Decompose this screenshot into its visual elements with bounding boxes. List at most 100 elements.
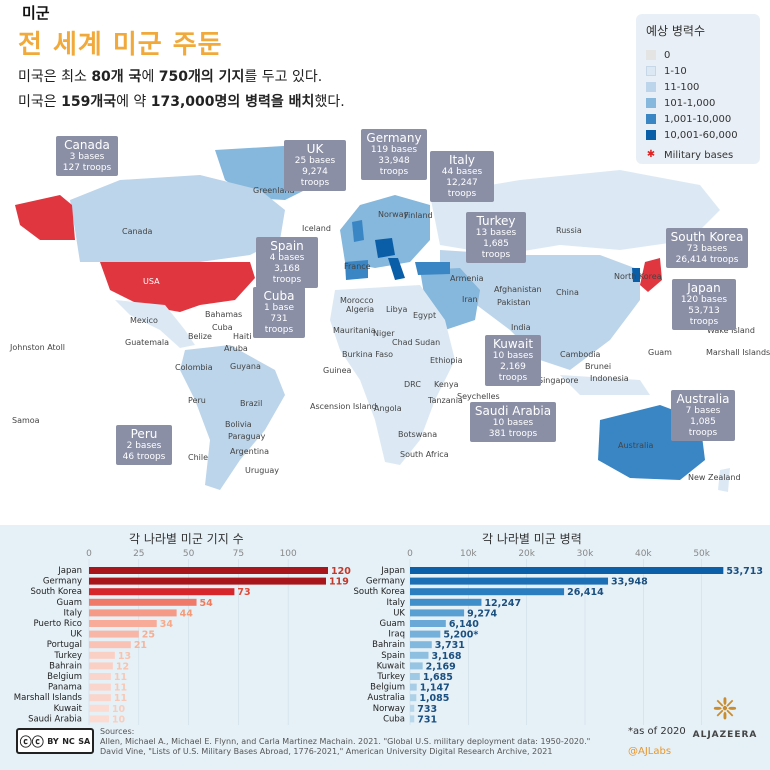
italy-shape [388, 258, 405, 280]
label-marshall-islands: Marshall Islands [706, 348, 770, 357]
callout-australia: Australia 7 bases 1,085 troops [671, 390, 735, 441]
label-armenia: Armenia [450, 274, 484, 283]
label-tanzania: Tanzania [428, 396, 463, 405]
callout-italy: Italy 44 bases 12,247 troops [430, 151, 494, 202]
legend-swatch [646, 50, 656, 60]
japan-shape [640, 258, 662, 292]
value-label: 26,414 [567, 587, 604, 598]
label-cambodia: Cambodia [560, 350, 601, 359]
tick-label: 50 [183, 549, 195, 559]
label-morocco: Morocco [340, 296, 374, 305]
label-guyana: Guyana [230, 362, 261, 371]
legend-swatch [646, 98, 656, 108]
value-label: 733 [417, 704, 437, 715]
label-guatemala: Guatemala [125, 338, 170, 347]
label-singapore: Singapore [538, 376, 579, 385]
legend-swatch [646, 82, 656, 92]
value-label: 11 [114, 672, 127, 683]
spain-shape [345, 260, 368, 280]
label-ascension-island: Ascension Island [310, 402, 377, 411]
label-norway: Norway [378, 210, 409, 219]
tick-label: 40k [635, 549, 652, 559]
label-usa: USA [143, 277, 160, 286]
bar [410, 630, 441, 638]
legend-title: 예상 병력수 [646, 24, 706, 38]
label-north-korea: North Korea [614, 272, 662, 281]
category-label: Guam [380, 619, 405, 629]
label-mexico: Mexico [130, 316, 158, 325]
category-label: Spain [381, 651, 405, 661]
chart-title-troops: 각 나라별 미군 병력 [482, 532, 582, 546]
bar [410, 641, 432, 649]
label-argentina: Argentina [230, 447, 270, 456]
cc-icon: ⓒⓒ [19, 734, 44, 749]
bar [410, 577, 609, 585]
tick-label: 30k [577, 549, 594, 559]
bar [89, 609, 177, 617]
as-of-note: *as of 2020 [628, 726, 686, 737]
label-australia: Australia [618, 441, 654, 450]
africa-shape [330, 285, 455, 465]
label-kenya: Kenya [434, 380, 459, 389]
tick-label: 0 [86, 549, 92, 559]
bar [410, 598, 482, 606]
value-label: 10 [112, 704, 126, 715]
bar [89, 620, 157, 627]
value-label: 10 [112, 714, 126, 725]
mexico-shape [115, 300, 195, 348]
tick-label: 50k [693, 549, 710, 559]
category-label: Belgium [47, 672, 82, 682]
callout-germany: Germany 119 bases 33,948 troops [361, 129, 427, 180]
tick-label: 75 [233, 549, 244, 559]
value-label: 5,200* [443, 630, 478, 641]
bar [89, 598, 197, 606]
value-label: 54 [200, 598, 214, 609]
value-label: 53,713 [726, 566, 763, 577]
legend-item: 101-1,000 [646, 95, 750, 111]
bar [89, 715, 109, 723]
category-label: Puerto Rico [34, 619, 82, 629]
tick-label: 100 [280, 549, 297, 559]
header-line-1: 미국은 최소 80개 국에 750개의 기지를 두고 있다. [18, 69, 323, 85]
label-haiti: Haiti [233, 332, 252, 341]
europe-shape [340, 195, 430, 268]
category-label: UK [393, 608, 405, 618]
value-label: 34 [160, 619, 174, 630]
label-greenland: Greenland [253, 186, 295, 195]
legend-item: 10,001-60,000 [646, 127, 750, 143]
callout-uk: UK 25 bases 9,274 troops [284, 140, 346, 191]
label-finland: Finland [404, 211, 433, 220]
aljazeera-emblem-icon: ❈ [712, 692, 738, 727]
label-mauritania: Mauritania [333, 326, 376, 335]
label-egypt: Egypt [413, 311, 437, 320]
alaska-shape [15, 195, 75, 240]
value-label: 120 [331, 566, 351, 577]
bar [89, 694, 111, 702]
bar [410, 683, 417, 691]
label-drc: DRC [404, 380, 421, 389]
category-label: South Korea [353, 587, 405, 597]
value-label: 119 [329, 577, 349, 588]
korea-shape [632, 268, 640, 282]
label-bolivia: Bolivia [225, 420, 252, 429]
category-label: Italy [387, 598, 405, 608]
value-label: 33,948 [611, 577, 648, 588]
category-label: Japan [57, 566, 82, 576]
bar [89, 567, 328, 574]
value-label: 73 [237, 587, 250, 598]
label-algeria: Algeria [346, 305, 375, 314]
label-samoa: Samoa [12, 416, 40, 425]
label-bahamas: Bahamas [205, 310, 243, 319]
bar [410, 567, 724, 574]
canada-shape [70, 175, 285, 262]
header-subtitle: 미군 [22, 4, 50, 22]
label-france: France [344, 262, 371, 271]
bar [89, 683, 111, 691]
tick-label: 10k [460, 549, 477, 559]
value-label: 11 [114, 683, 127, 694]
value-label: 21 [134, 640, 147, 651]
germany-shape [375, 238, 395, 258]
label-colombia: Colombia [175, 363, 213, 372]
label-paraguay: Paraguay [228, 432, 266, 441]
